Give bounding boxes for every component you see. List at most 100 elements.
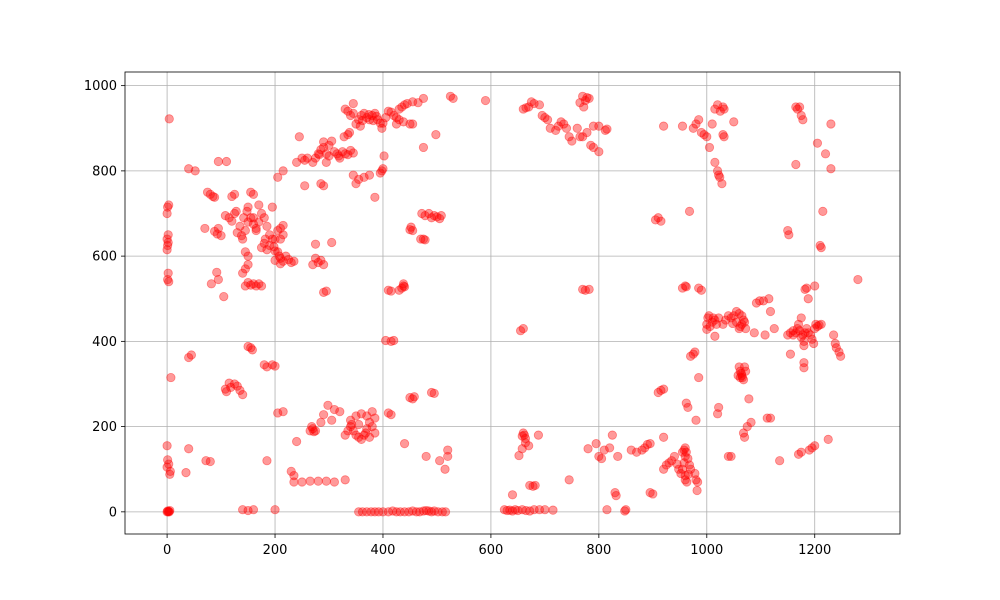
- scatter-point: [232, 381, 242, 391]
- scatter-point: [712, 166, 723, 176]
- scatter-point: [429, 211, 439, 221]
- scatter-point: [184, 164, 194, 174]
- scatter-point: [542, 115, 553, 125]
- scatter-point: [377, 123, 387, 133]
- scatter-point: [584, 93, 594, 104]
- scatter-point: [567, 136, 577, 146]
- scatter-point: [436, 211, 446, 221]
- scatter-point: [729, 117, 739, 127]
- scatter-point: [421, 451, 431, 462]
- scatter-point: [656, 385, 666, 395]
- scatter-point: [702, 324, 712, 335]
- scatter-point: [362, 411, 372, 421]
- scatter-point: [796, 110, 806, 121]
- scatter-point: [540, 113, 550, 123]
- scatter-point: [826, 119, 836, 129]
- scatter-point: [308, 260, 318, 270]
- scatter-point: [691, 475, 701, 485]
- scatter-point: [243, 260, 253, 270]
- scatter-point: [240, 281, 250, 291]
- scatter-point: [354, 115, 364, 125]
- scatter-point: [286, 257, 296, 268]
- scatter-point: [184, 444, 194, 454]
- scatter-point: [588, 121, 599, 131]
- scatter-point: [714, 402, 724, 413]
- scatter-point: [800, 328, 810, 338]
- scatter-point: [792, 104, 803, 114]
- scatter-point: [405, 119, 415, 129]
- scatter-point: [164, 114, 174, 124]
- scatter-point: [582, 92, 592, 103]
- scatter-point: [256, 281, 267, 291]
- scatter-point: [418, 142, 429, 153]
- scatter-point: [286, 466, 296, 476]
- scatter-point: [243, 202, 253, 212]
- scatter-point: [420, 211, 430, 221]
- scatter-point: [645, 488, 655, 498]
- scatter-point: [297, 477, 307, 487]
- scatter-point: [190, 166, 200, 176]
- scatter-point: [533, 430, 544, 440]
- scatter-point: [278, 220, 288, 231]
- scatter-point: [677, 447, 688, 457]
- scatter-point: [164, 277, 174, 287]
- scatter-point: [694, 372, 704, 383]
- scatter-point: [534, 505, 545, 515]
- scatter-point: [717, 179, 727, 189]
- scatter-point: [205, 189, 215, 199]
- scatter-point: [445, 91, 456, 101]
- scatter-point: [359, 172, 369, 182]
- scatter-point: [800, 284, 810, 294]
- scatter-point: [680, 475, 690, 485]
- x-tick-label: 1000: [690, 543, 723, 558]
- scatter-point: [426, 507, 437, 517]
- scatter-point: [791, 328, 801, 338]
- scatter-point: [715, 106, 725, 116]
- scatter-point: [163, 237, 173, 248]
- scatter-point: [814, 320, 824, 330]
- scatter-point: [712, 100, 723, 110]
- scatter-point: [448, 93, 458, 104]
- x-tick-label: 600: [478, 543, 503, 558]
- scatter-point: [431, 130, 441, 140]
- scatter-point: [513, 505, 523, 516]
- scatter-point: [267, 360, 277, 370]
- scatter-point: [742, 421, 752, 432]
- scatter-point: [578, 284, 588, 294]
- scatter-point: [520, 433, 531, 444]
- scatter-point: [802, 323, 812, 334]
- scatter-point: [208, 191, 218, 202]
- scatter-point: [524, 102, 534, 112]
- scatter-point: [667, 456, 677, 466]
- scatter-point: [443, 451, 453, 462]
- scatter-point: [166, 372, 176, 383]
- scatter-point: [418, 93, 429, 104]
- scatter-point: [674, 464, 684, 474]
- scatter-point: [324, 140, 334, 150]
- scatter-point: [357, 115, 368, 126]
- scatter-point: [362, 424, 372, 434]
- y-tick-label: 400: [92, 335, 117, 350]
- scatter-point: [374, 507, 384, 517]
- y-tick-label: 600: [92, 250, 117, 265]
- scatter-point: [359, 108, 369, 118]
- scatter-point: [559, 119, 569, 129]
- scatter-point: [340, 430, 350, 440]
- scatter-point: [310, 153, 321, 163]
- scatter-point: [564, 132, 574, 142]
- scatter-point: [829, 330, 839, 340]
- scatter-point: [440, 507, 451, 517]
- scatter-point: [329, 477, 340, 487]
- scatter-point: [248, 189, 259, 199]
- x-tick-label: 1200: [798, 543, 831, 558]
- scatter-point: [741, 323, 751, 334]
- scatter-point: [525, 480, 535, 491]
- scatter-point: [734, 323, 744, 334]
- scatter-point: [398, 279, 409, 289]
- scatter-point: [582, 127, 592, 138]
- scatter-point: [596, 453, 607, 464]
- scatter-point: [162, 245, 172, 255]
- scatter-point: [356, 409, 366, 419]
- scatter-point: [324, 151, 334, 161]
- scatter-point: [692, 485, 702, 496]
